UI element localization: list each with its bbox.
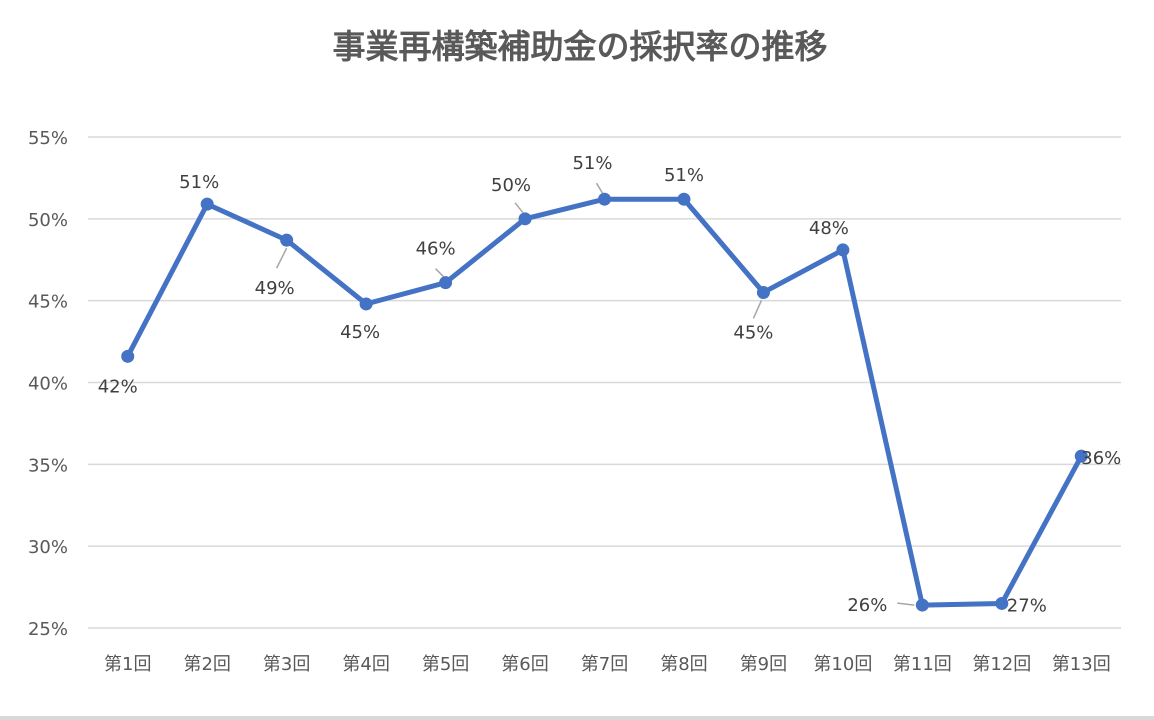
data-label: 36%	[1081, 448, 1121, 469]
data-label: 45%	[733, 322, 773, 343]
leader-line	[435, 268, 445, 278]
data-label: 51%	[664, 165, 704, 186]
data-label: 50%	[491, 175, 531, 196]
data-point	[598, 192, 611, 206]
chart-border	[0, 716, 1154, 720]
gridlines	[88, 136, 1121, 629]
data-label: 42%	[98, 376, 138, 397]
x-tick-label: 第10回	[813, 654, 872, 675]
x-tick-label: 第11回	[893, 654, 952, 675]
leader-line	[275, 247, 288, 269]
series-line-path	[125, 196, 1084, 608]
data-point	[200, 197, 214, 211]
data-point	[677, 192, 691, 206]
y-tick-label: 35%	[28, 455, 68, 476]
y-tick-label: 50%	[28, 210, 68, 231]
x-tick-label: 第5回	[422, 654, 469, 675]
data-point	[995, 596, 1009, 610]
y-tick-label: 45%	[28, 292, 68, 313]
data-point	[280, 233, 294, 247]
x-tick-label: 第9回	[740, 654, 787, 675]
leader-line	[752, 300, 763, 319]
data-point	[439, 276, 453, 290]
data-point	[121, 349, 135, 363]
y-axis: 25% 30% 35% 40% 45% 50% 55%	[28, 128, 68, 640]
data-labels: 42% 51% 49% 45% 46% 50% 51% 51% 45% 48% 26% 27% 36%	[98, 153, 1122, 616]
y-tick-label: 55%	[28, 128, 68, 149]
x-tick-label: 第2回	[183, 654, 230, 675]
x-tick-label: 第4回	[342, 654, 389, 675]
data-point	[1074, 449, 1088, 463]
data-point	[915, 598, 929, 612]
leader-line	[595, 182, 604, 194]
data-point	[359, 297, 373, 311]
x-tick-label: 第6回	[501, 654, 548, 675]
x-tick-label: 第8回	[660, 654, 707, 675]
x-tick-label: 第1回	[104, 654, 151, 675]
data-label: 27%	[1007, 595, 1047, 616]
x-tick-label: 第3回	[263, 654, 310, 675]
y-tick-label: 25%	[28, 619, 68, 640]
leader-line	[514, 202, 524, 214]
series-line	[121, 192, 1088, 612]
x-tick-label: 第7回	[581, 654, 628, 675]
leader-lines	[275, 182, 915, 606]
x-tick-label: 第12回	[972, 654, 1031, 675]
leader-line	[897, 602, 915, 606]
chart-title: 事業再構築補助金の採択率の推移	[333, 27, 828, 66]
data-label: 48%	[809, 218, 849, 239]
data-label: 49%	[255, 278, 295, 299]
data-label: 26%	[847, 595, 887, 616]
x-axis: 第1回 第2回 第3回 第4回 第5回 第6回 第7回 第8回 第9回 第10回 第11回 第12回第…	[104, 654, 1111, 675]
y-tick-label: 40%	[28, 374, 68, 395]
x-tick-label: 第13回	[1052, 654, 1111, 675]
data-point	[756, 285, 770, 299]
data-label: 51%	[572, 153, 612, 174]
data-label: 51%	[179, 172, 219, 193]
data-label: 46%	[416, 239, 456, 260]
data-point	[836, 243, 850, 257]
y-tick-label: 30%	[28, 537, 68, 558]
data-point	[518, 212, 532, 226]
data-label: 45%	[340, 322, 380, 343]
